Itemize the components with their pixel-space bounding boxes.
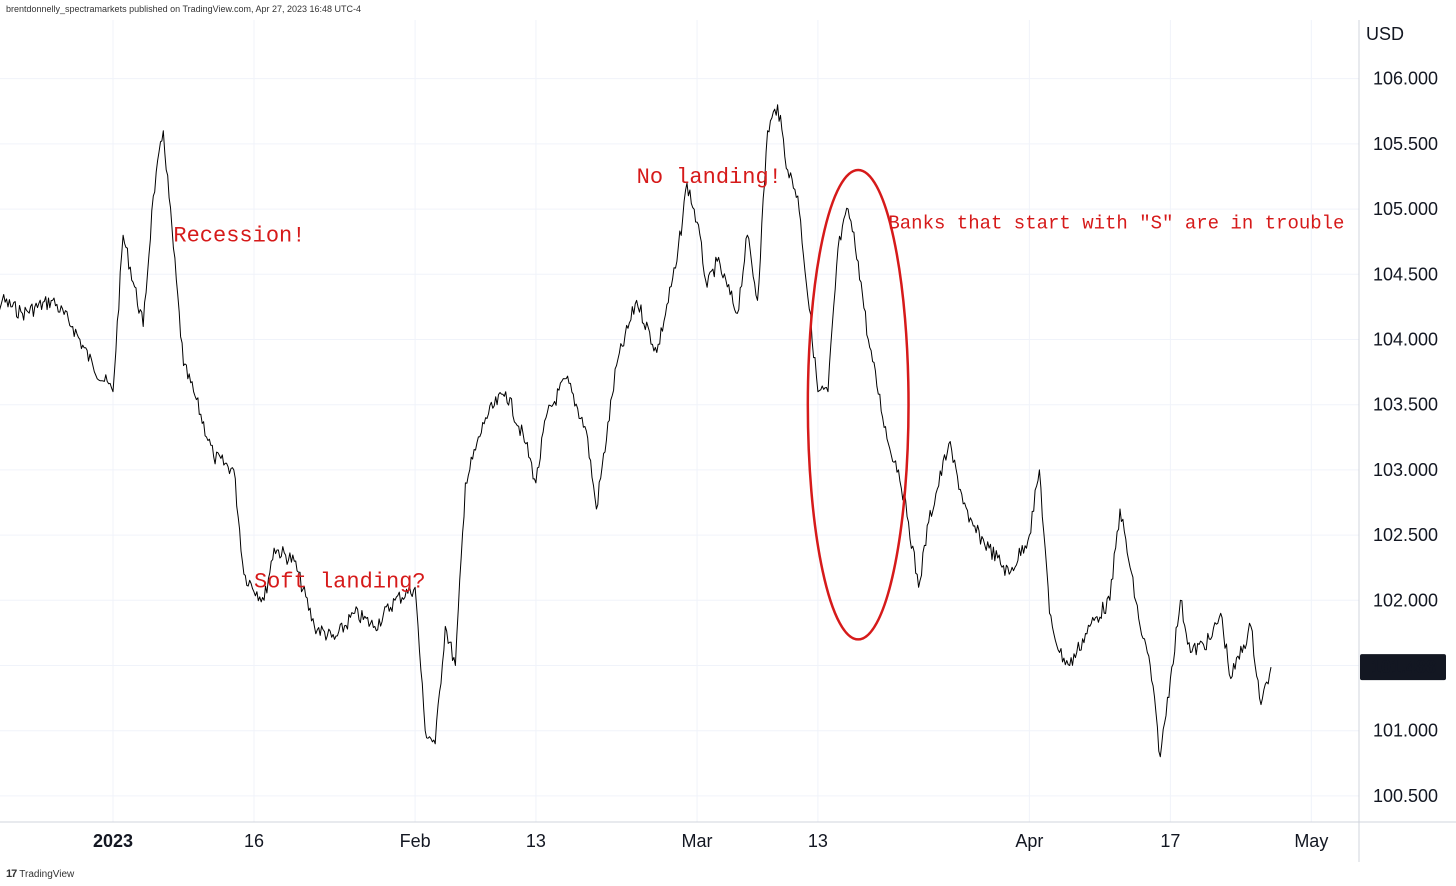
annotation-banks: Banks that start with "S" are in trouble	[888, 213, 1344, 235]
annotation-soft-landing: Soft landing?	[254, 569, 426, 594]
publisher-attribution: brentdonnelly_spectramarkets published o…	[6, 4, 362, 14]
x-tick-label: 17	[1160, 831, 1180, 851]
x-tick-label: 2023	[93, 831, 133, 851]
y-tick-label: 100.500	[1373, 786, 1438, 806]
x-tick-label: 13	[526, 831, 546, 851]
y-tick-label: 104.500	[1373, 264, 1438, 284]
x-tick-label: 16	[244, 831, 264, 851]
last-price-value: 101.488	[1371, 657, 1436, 677]
highlight-ellipse	[806, 168, 910, 641]
currency-label: USD	[1366, 24, 1404, 44]
y-tick-label: 102.500	[1373, 525, 1438, 545]
price-line	[0, 104, 1272, 758]
x-tick-label: Apr	[1015, 831, 1043, 851]
y-tick-label: 103.000	[1373, 460, 1438, 480]
y-tick-label: 105.500	[1373, 134, 1438, 154]
time-axis[interactable]: 2023 16 Feb 13 Mar 13 Apr 17 May	[93, 831, 1328, 851]
price-series	[0, 104, 1272, 758]
annotations: Recession! Soft landing? No landing! Banks …	[173, 165, 1344, 641]
y-tick-label: 101.000	[1373, 721, 1438, 741]
price-axis[interactable]: 100.500101.000101.500102.000102.500103.0…	[1373, 69, 1438, 806]
x-tick-label: Mar	[682, 831, 713, 851]
tradingview-logo-text: TradingView	[19, 868, 75, 880]
x-tick-label: May	[1294, 831, 1328, 851]
last-price-tag: 101.488	[1360, 654, 1446, 681]
y-tick-label: 104.000	[1373, 329, 1438, 349]
grid	[0, 20, 1359, 822]
x-tick-label: 13	[808, 831, 828, 851]
y-tick-label: 106.000	[1373, 69, 1438, 89]
y-tick-label: 105.000	[1373, 199, 1438, 219]
annotation-recession: Recession!	[173, 224, 305, 249]
annotation-no-landing: No landing!	[637, 165, 782, 190]
last-price-tag-bg	[1360, 654, 1446, 681]
y-tick-label: 102.000	[1373, 590, 1438, 610]
x-tick-label: Feb	[400, 831, 431, 851]
tradingview-logo[interactable]: 17 TradingView	[6, 868, 74, 880]
y-tick-label: 103.500	[1373, 395, 1438, 415]
tradingview-logo-icon: 17	[6, 868, 17, 880]
